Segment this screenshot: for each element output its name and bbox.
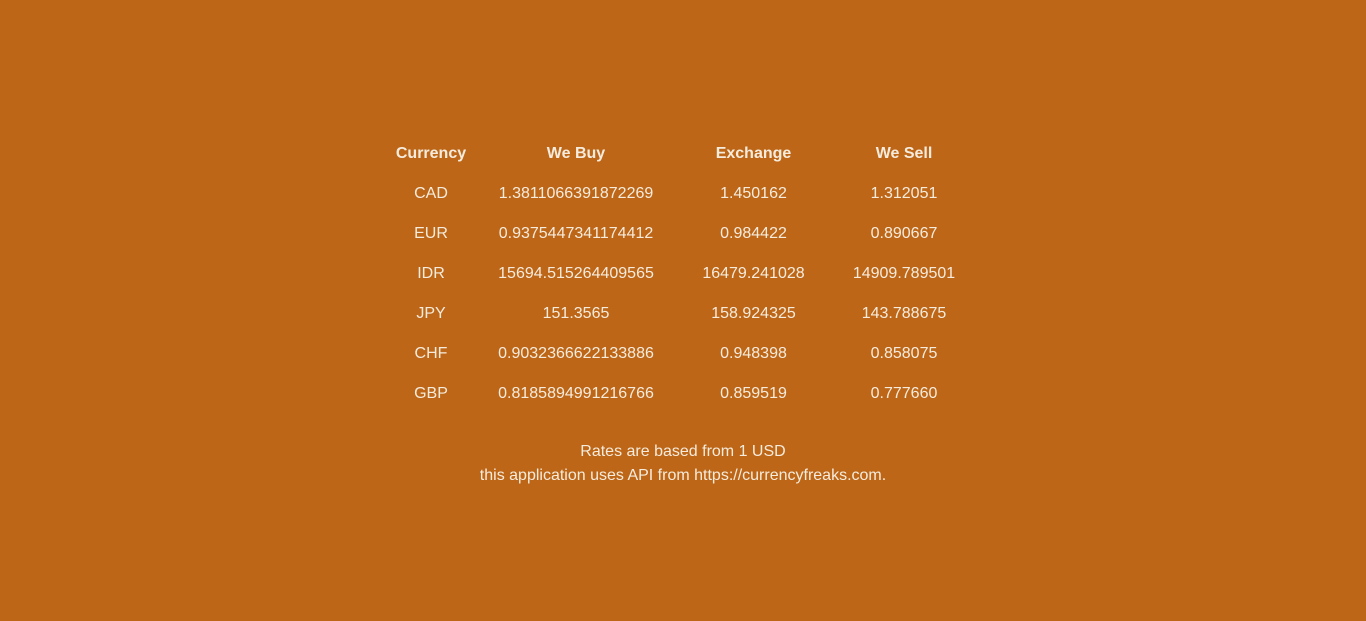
header-currency: Currency	[395, 145, 467, 162]
exchange-rate: 158.924325	[711, 305, 796, 322]
buy-rate: 151.3565	[542, 305, 610, 322]
currency-code: IDR	[417, 265, 445, 282]
header-we-buy: We Buy	[546, 145, 606, 162]
currency-code: CAD	[414, 185, 448, 202]
buy-rate: 0.8185894991216766	[498, 385, 654, 402]
buy-rate: 1.3811066391872269	[498, 185, 654, 202]
exchange-rate: 0.859519	[720, 385, 787, 402]
sell-rate: 0.858075	[870, 345, 938, 362]
sell-rate: 14909.789501	[852, 265, 956, 282]
exchange-rate: 1.450162	[720, 185, 787, 202]
table-row: CHF 0.9032366622133886 0.948398 0.858075	[381, 334, 972, 374]
sell-rate: 1.312051	[870, 185, 938, 202]
exchange-rate: 16479.241028	[702, 265, 805, 282]
sell-rate: 143.788675	[861, 305, 947, 322]
rates-basis-note: Rates are based from 1 USD	[580, 443, 786, 460]
header-we-sell: We Sell	[875, 145, 933, 162]
buy-rate: 15694.515264409565	[498, 265, 654, 282]
api-credit-note: this application uses API from https://c…	[479, 467, 887, 484]
sell-rate: 0.890667	[870, 225, 938, 242]
table-row: GBP 0.8185894991216766 0.859519 0.777660	[381, 374, 972, 414]
footer-note: Rates are based from 1 USD this applicat…	[0, 440, 1366, 488]
currency-code: JPY	[416, 305, 446, 322]
table-header-row: Currency We Buy Exchange We Sell	[381, 134, 972, 174]
sell-rate: 0.777660	[870, 385, 938, 402]
table-row: JPY 151.3565 158.924325 143.788675	[381, 294, 972, 334]
currency-code: EUR	[414, 225, 448, 242]
table-row: CAD 1.3811066391872269 1.450162 1.312051	[381, 174, 972, 214]
buy-rate: 0.9375447341174412	[498, 225, 654, 242]
rates-table: Currency We Buy Exchange We Sell CAD 1.3…	[381, 134, 972, 414]
header-exchange: Exchange	[715, 145, 792, 162]
exchange-rate: 0.948398	[720, 345, 787, 362]
currency-code: GBP	[414, 385, 448, 402]
currency-code: CHF	[414, 345, 448, 362]
table-row: IDR 15694.515264409565 16479.241028 1490…	[381, 254, 972, 294]
exchange-rate: 0.984422	[720, 225, 787, 242]
buy-rate: 0.9032366622133886	[498, 345, 654, 362]
table-row: EUR 0.9375447341174412 0.984422 0.890667	[381, 214, 972, 254]
